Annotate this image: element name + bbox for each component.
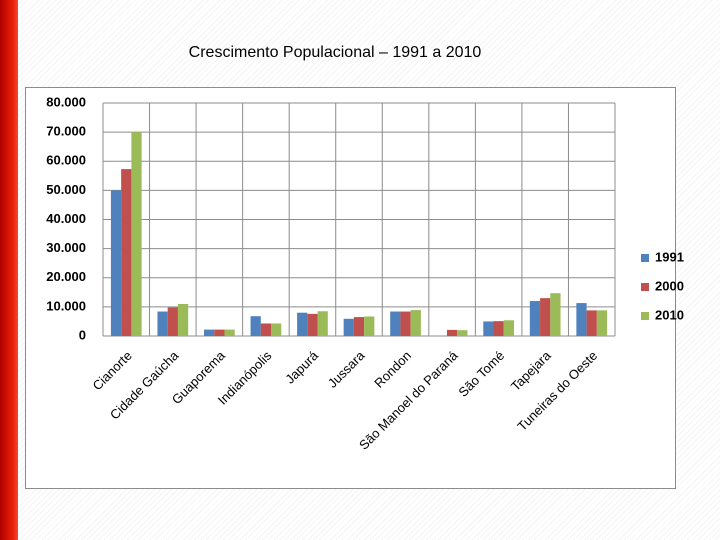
legend-swatch bbox=[641, 254, 649, 262]
accent-bar bbox=[0, 0, 18, 540]
bar bbox=[307, 313, 318, 336]
x-tick-label: São Tomé bbox=[455, 348, 507, 400]
y-tick-label: 60.000 bbox=[46, 153, 86, 168]
bar bbox=[224, 329, 235, 336]
bar bbox=[596, 310, 608, 336]
bar bbox=[167, 307, 178, 336]
y-tick-label: 40.000 bbox=[46, 211, 86, 226]
y-tick-label: 80.000 bbox=[46, 94, 86, 109]
bar bbox=[131, 132, 142, 336]
bar bbox=[576, 303, 587, 336]
bar bbox=[493, 321, 504, 336]
y-tick-label: 70.000 bbox=[46, 124, 86, 139]
x-tick-label: Japurá bbox=[282, 347, 321, 386]
x-tick-label: Tuneiras do Oeste bbox=[514, 348, 600, 434]
bar bbox=[410, 310, 421, 336]
bar bbox=[121, 169, 132, 336]
bar bbox=[214, 329, 225, 336]
bar bbox=[297, 312, 308, 336]
bar bbox=[317, 311, 328, 336]
bar bbox=[157, 311, 168, 336]
bar bbox=[353, 317, 365, 336]
bar bbox=[483, 321, 494, 336]
bar bbox=[457, 330, 468, 336]
legend-swatch bbox=[641, 312, 649, 320]
y-tick-label: 30.000 bbox=[46, 240, 86, 255]
legend-label: 2010 bbox=[655, 307, 684, 322]
bar bbox=[260, 323, 272, 336]
legend-label: 1991 bbox=[655, 249, 684, 264]
bar bbox=[446, 329, 458, 336]
y-tick-label: 50.000 bbox=[46, 182, 86, 197]
y-tick-label: 20.000 bbox=[46, 269, 86, 284]
x-tick-label: Jussara bbox=[325, 347, 368, 390]
legend-label: 2000 bbox=[655, 278, 684, 293]
bar bbox=[540, 298, 551, 336]
bar bbox=[204, 329, 215, 336]
x-tick-label: Cianorte bbox=[89, 348, 134, 393]
bar bbox=[250, 316, 261, 336]
bar bbox=[110, 190, 122, 336]
bar bbox=[550, 293, 561, 336]
chart-title: Crescimento Populacional – 1991 a 2010 bbox=[188, 44, 482, 61]
bar bbox=[177, 303, 189, 336]
legend-swatch bbox=[641, 283, 649, 291]
y-tick-label: 10.000 bbox=[46, 298, 86, 313]
bar bbox=[271, 323, 282, 336]
bar bbox=[529, 301, 541, 336]
bar bbox=[390, 311, 401, 336]
bar bbox=[400, 311, 411, 336]
x-tick-label: Tapejara bbox=[508, 347, 554, 393]
x-tick-label: Rondon bbox=[371, 348, 414, 391]
bar bbox=[503, 320, 514, 336]
bar bbox=[586, 310, 597, 336]
bar bbox=[343, 318, 354, 336]
y-tick-label: 0 bbox=[79, 327, 86, 342]
bar bbox=[364, 316, 375, 336]
